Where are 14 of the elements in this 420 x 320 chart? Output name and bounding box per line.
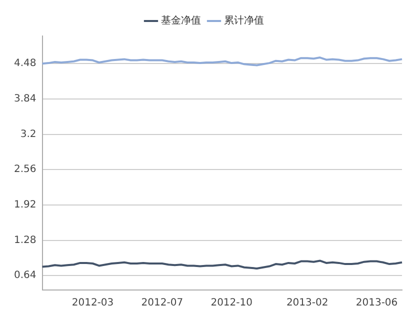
legend-label: 累计净值 — [224, 14, 264, 27]
y-tick-label: 2.56 — [14, 164, 36, 176]
y-tick-label: 1.28 — [14, 234, 36, 246]
x-tick-label: 2012-07 — [141, 298, 184, 309]
legend-label: 基金净值 — [161, 14, 201, 27]
x-tick-label: 2013-02 — [286, 298, 328, 309]
y-tick-label: 3.84 — [14, 94, 36, 105]
x-tick-label: 2013-06 — [356, 298, 398, 309]
x-tick-label: 2012-03 — [72, 298, 114, 309]
y-tick-label: 1.92 — [14, 200, 36, 211]
y-tick-label: 4.48 — [14, 58, 36, 70]
y-tick-label: 0.64 — [14, 270, 36, 282]
x-tick-label: 2012-10 — [210, 298, 252, 309]
y-tick-label: 3.2 — [20, 128, 36, 140]
